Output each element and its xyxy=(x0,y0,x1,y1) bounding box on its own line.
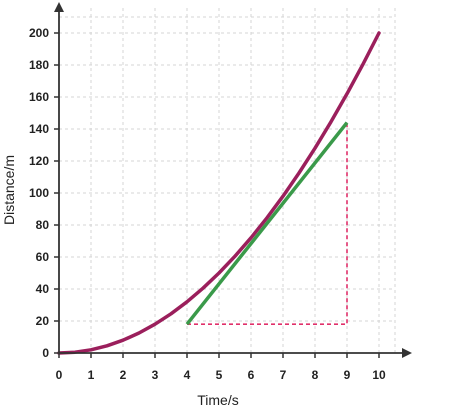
x-tick-label: 4 xyxy=(184,368,191,382)
y-tick-label: 80 xyxy=(36,218,50,232)
x-tick-label: 9 xyxy=(344,368,351,382)
x-tick-label: 5 xyxy=(216,368,223,382)
y-tick-label: 140 xyxy=(29,122,49,136)
y-tick-label: 180 xyxy=(29,58,49,72)
tangent-line xyxy=(185,121,349,326)
x-tick-label: 1 xyxy=(88,368,95,382)
y-tick-label: 0 xyxy=(42,346,49,360)
y-tick-label: 60 xyxy=(36,250,50,264)
y-tick-label: 20 xyxy=(36,314,50,328)
x-tick-label: 10 xyxy=(372,368,386,382)
distance-curve xyxy=(57,31,381,355)
x-tick-label: 3 xyxy=(152,368,159,382)
y-tick-label: 160 xyxy=(29,90,49,104)
gradient-triangle-lines xyxy=(187,122,348,326)
x-tick-label: 2 xyxy=(120,368,127,382)
x-axis-arrow-icon xyxy=(402,348,412,358)
x-axis-title: Time/s xyxy=(197,392,238,408)
y-axis-title: Distance/m xyxy=(1,155,17,225)
y-tick-label: 200 xyxy=(29,26,49,40)
gradient-triangle xyxy=(187,122,348,326)
x-tick-label: 8 xyxy=(312,368,319,382)
x-tick-label: 6 xyxy=(248,368,255,382)
series-group xyxy=(57,31,381,355)
y-axis-arrow-icon xyxy=(54,2,64,12)
grid xyxy=(59,8,396,353)
y-tick-label: 100 xyxy=(29,186,49,200)
y-tick-label: 40 xyxy=(36,282,50,296)
axes xyxy=(54,2,412,358)
y-tick-label: 120 xyxy=(29,154,49,168)
x-tick-label: 7 xyxy=(280,368,287,382)
x-tick-label: 0 xyxy=(56,368,63,382)
